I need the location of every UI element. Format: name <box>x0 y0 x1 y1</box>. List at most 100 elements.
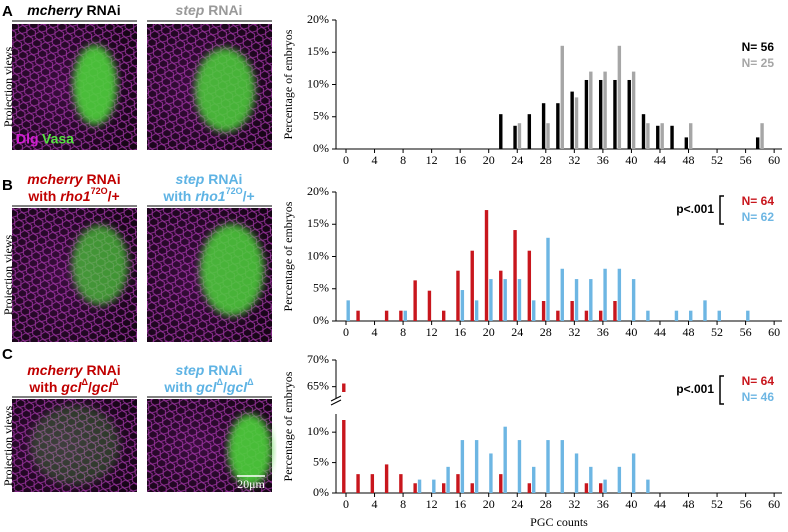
x-tick-label: 24 <box>511 153 523 167</box>
y-tick-label: 20% <box>307 12 329 26</box>
bar <box>342 383 346 493</box>
bar <box>460 440 465 493</box>
bar <box>646 123 650 149</box>
bar <box>517 123 522 149</box>
bar <box>427 290 432 321</box>
bar <box>384 464 389 493</box>
y-tick-label: 65% <box>307 378 329 392</box>
bar <box>684 137 689 149</box>
image <box>147 208 272 342</box>
x-tick-label: 24 <box>511 325 523 339</box>
x-tick-label: 40 <box>625 325 637 339</box>
bar <box>356 310 360 321</box>
image <box>12 24 137 150</box>
bar <box>613 301 617 321</box>
side-label: Projection views <box>1 235 15 316</box>
x-tick-label: 36 <box>597 497 609 511</box>
bar <box>689 123 693 149</box>
bar <box>674 310 679 321</box>
x-tick-label: 56 <box>740 153 752 167</box>
bar <box>489 453 493 493</box>
bar <box>432 479 436 493</box>
x-tick-label: 8 <box>400 325 406 339</box>
axis-break <box>330 395 342 406</box>
x-tick-label: 56 <box>740 497 752 511</box>
bar <box>584 310 589 321</box>
x-tick-label: 12 <box>426 153 438 167</box>
bar <box>560 268 564 321</box>
x-tick-label: 8 <box>400 153 406 167</box>
bar <box>403 310 407 321</box>
panel-title: step RNAi <box>176 2 243 18</box>
bar <box>589 71 593 149</box>
bar <box>584 79 589 149</box>
image <box>147 24 272 150</box>
y-tick-label: 0% <box>313 485 329 499</box>
stain-label: Vasa <box>42 131 74 147</box>
bar <box>532 466 536 493</box>
y-tick-label: 15% <box>307 44 329 58</box>
legend-entry: N= 64 <box>742 194 775 208</box>
x-tick-label: 40 <box>625 497 637 511</box>
bar <box>631 71 636 149</box>
bar <box>441 483 446 493</box>
y-tick-label: 15% <box>307 216 329 230</box>
bar <box>499 270 503 321</box>
side-label: Projection views <box>1 406 15 487</box>
x-tick-label: 28 <box>540 153 552 167</box>
panel-label: B <box>2 177 13 194</box>
legend-entry: N= 56 <box>742 40 775 54</box>
x-tick-label: 40 <box>625 153 637 167</box>
bar <box>356 474 360 493</box>
bar <box>503 279 507 321</box>
legend-entry: N= 25 <box>742 56 775 70</box>
bracket <box>719 195 724 225</box>
bar <box>598 79 603 149</box>
bar <box>584 483 589 493</box>
x-tick-label: 60 <box>768 497 780 511</box>
bar <box>570 301 574 321</box>
y-axis-title: Percentage of embryos <box>281 201 295 311</box>
bar <box>574 453 579 493</box>
image <box>12 208 137 342</box>
bar <box>413 483 417 493</box>
bar <box>441 310 446 321</box>
legend-entry: N= 64 <box>742 374 775 388</box>
bar <box>499 114 503 149</box>
bar <box>484 210 489 321</box>
bar <box>413 280 417 321</box>
bar <box>460 290 465 321</box>
x-tick-label: 52 <box>711 153 723 167</box>
x-tick-label: 32 <box>568 497 580 511</box>
panel-label: A <box>2 3 13 20</box>
x-tick-label: 4 <box>372 325 378 339</box>
bar <box>589 279 593 321</box>
bar <box>646 479 650 493</box>
bar <box>532 300 536 321</box>
bar <box>574 97 579 149</box>
x-tick-label: 44 <box>654 153 666 167</box>
bar <box>603 479 607 493</box>
bar <box>370 474 375 493</box>
bar <box>598 483 603 493</box>
bar <box>574 279 579 321</box>
bar <box>613 79 617 149</box>
bar <box>717 310 721 321</box>
x-tick-label: 0 <box>343 325 349 339</box>
image <box>12 399 137 492</box>
y-tick-label: 5% <box>313 454 329 468</box>
y-tick-label: 10% <box>307 248 329 262</box>
y-tick-label: 20% <box>307 184 329 198</box>
x-tick-label: 16 <box>454 325 466 339</box>
bar <box>617 45 622 149</box>
x-tick-label: 16 <box>454 153 466 167</box>
bar <box>417 479 422 493</box>
panel-label: C <box>2 346 13 363</box>
bar <box>541 301 546 321</box>
x-tick-label: 20 <box>483 325 495 339</box>
bar <box>503 426 507 493</box>
x-tick-label: 48 <box>683 153 695 167</box>
bracket <box>719 375 724 405</box>
x-tick-label: 8 <box>400 497 406 511</box>
bar <box>689 310 693 321</box>
